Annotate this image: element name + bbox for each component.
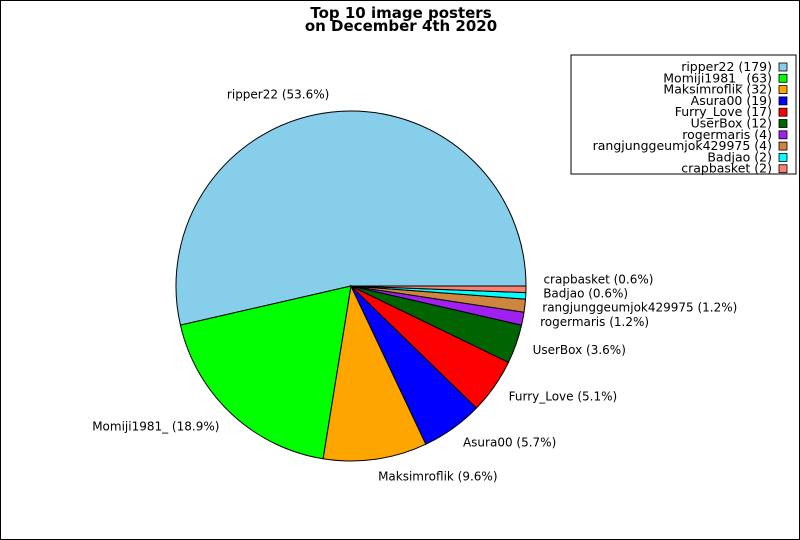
slice-label: UserBox (3.6%) <box>533 343 626 357</box>
chart-title-line-2: on December 4th 2020 <box>305 17 497 35</box>
legend-entry-label: rangjunggeumjok429975 (4) <box>593 138 772 153</box>
legend-entry-label: ripper22 (179) <box>681 59 772 74</box>
pie-slice-momiji1981- <box>179 285 352 460</box>
slice-label: Asura00 (5.7%) <box>463 436 556 450</box>
legend: ripper22 (179)Momiji1981_ (63)Maksimrofl… <box>570 54 797 176</box>
slice-label: ripper22 (53.6%) <box>227 88 329 102</box>
legend-entry-label: Asura00 (19) <box>691 93 772 108</box>
legend-entry-label: Maksimroflik (32) <box>663 82 772 97</box>
legend-swatch <box>778 85 788 94</box>
legend-swatch <box>778 96 788 106</box>
legend-swatch <box>778 119 788 128</box>
pie-slice-maksimroflik <box>322 284 427 462</box>
legend-swatch <box>778 73 788 83</box>
legend-swatch <box>778 141 788 151</box>
legend-entry-label: UserBox (12) <box>691 116 772 131</box>
slice-label: rangjunggeumjok429975 (1.2%) <box>542 301 737 315</box>
slice-label: Momiji1981_ (18.9%) <box>92 420 219 434</box>
slice-label: crapbasket (0.6%) <box>543 273 653 287</box>
pie-slice-ripper22 <box>175 110 527 326</box>
legend-swatch <box>778 152 788 162</box>
legend-swatch <box>778 130 788 140</box>
legend-swatch <box>778 62 788 72</box>
legend-entry-label: Badjao (2) <box>707 149 772 164</box>
legend-entry-label: Momiji1981_ (63) <box>663 70 772 85</box>
slice-label: Badjao (0.6%) <box>543 287 628 301</box>
legend-swatch <box>778 164 788 174</box>
pie-slices <box>175 110 527 462</box>
legend-entry-label: rogermaris (4) <box>682 127 772 142</box>
slice-label: rogermaris (1.2%) <box>540 315 649 329</box>
slice-labels: ripper22 (53.6%) Momiji1981_ (18.9%) Maksi… <box>92 88 737 484</box>
slice-label: Furry_Love (5.1%) <box>509 389 618 403</box>
legend-swatch <box>778 107 788 117</box>
pie-slice-crapbasket <box>350 285 527 294</box>
legend-entry-label: crapbasket (2) <box>681 161 772 176</box>
slice-label: Maksimroflik (9.6%) <box>378 470 497 484</box>
legend-entry-label: Furry_Love (17) <box>675 104 772 119</box>
chart-title-line-1: Top 10 image posters <box>310 4 491 22</box>
legend-box <box>570 54 797 175</box>
